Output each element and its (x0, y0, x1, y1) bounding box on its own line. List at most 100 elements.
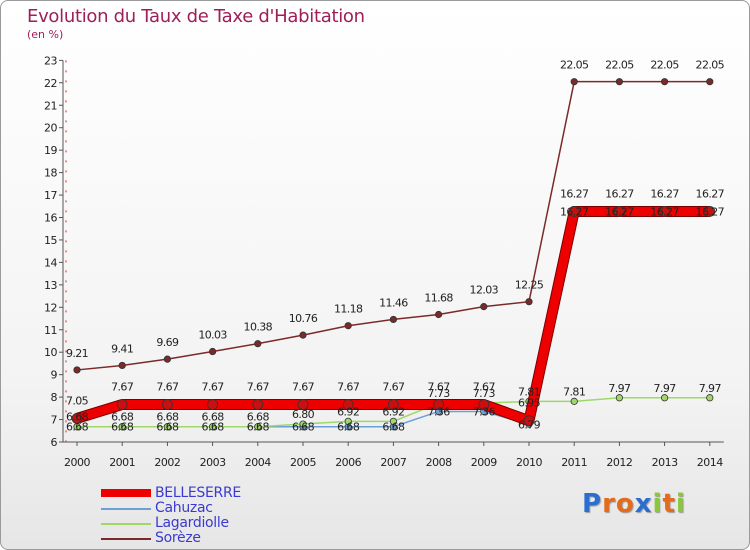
data-label-lagardiolle: 7.73 (473, 387, 496, 400)
x-tick-label: 2014 (697, 456, 723, 469)
point-belleserre (252, 399, 264, 410)
x-tick-label: 2003 (200, 456, 226, 469)
data-label-soreze: 12.25 (515, 279, 544, 292)
data-label-cahuzac: 7.36 (428, 405, 451, 418)
data-label-soreze: 22.05 (605, 59, 634, 72)
logo-letter: x (634, 489, 653, 519)
y-tick-label: 6 (51, 436, 58, 449)
point-soreze (254, 340, 262, 348)
x-tick-label: 2012 (606, 456, 632, 469)
data-label-belleserre: 7.67 (202, 381, 225, 394)
point-lagardiolle (344, 417, 352, 425)
y-axis-unit: (en %) (27, 28, 64, 41)
chart-series (71, 78, 716, 431)
point-belleserre (297, 399, 309, 410)
point-belleserre (478, 399, 490, 410)
x-tick-label: 2011 (561, 456, 587, 469)
data-label-soreze: 9.69 (156, 336, 179, 349)
point-lagardiolle (254, 423, 262, 431)
data-label-cahuzac: 6.68 (292, 421, 315, 434)
data-label-belleserre: 16.27 (696, 187, 725, 200)
x-tick-label: 2005 (290, 456, 316, 469)
point-belleserre (568, 206, 580, 217)
y-tick-label: 12 (44, 301, 57, 314)
data-label-cahuzac: 16.27 (605, 205, 634, 218)
y-tick-label: 22 (44, 77, 57, 90)
x-tick-label: 2010 (516, 456, 542, 469)
data-label-belleserre: 16.27 (605, 187, 634, 200)
point-belleserre (659, 206, 670, 217)
point-soreze (434, 310, 443, 319)
point-belleserre (116, 399, 128, 410)
point-belleserre (523, 415, 535, 427)
y-tick-label: 20 (44, 122, 57, 135)
chart-title: Evolution du Taux de Taxe d'Habitation (27, 6, 365, 27)
data-label-belleserre: 7.67 (382, 381, 405, 394)
data-label-soreze: 11.18 (334, 303, 363, 316)
data-label-lagardiolle: 6.92 (337, 405, 359, 418)
x-tick-label: 2007 (380, 456, 406, 469)
point-lagardiolle (660, 394, 669, 402)
data-label-cahuzac: 16.27 (696, 205, 725, 218)
data-label-lagardiolle: 7.73 (428, 387, 451, 400)
legend-swatch-lagardiolle (101, 523, 151, 525)
point-belleserre (614, 206, 625, 217)
y-tick-label: 11 (44, 324, 57, 337)
point-soreze (344, 322, 352, 330)
point-soreze (209, 347, 217, 356)
y-tick-label: 15 (44, 234, 57, 247)
point-lagardiolle (163, 423, 171, 431)
logo-letter: o (615, 489, 635, 519)
data-label-soreze: 22.05 (650, 59, 679, 72)
x-tick-label: 2004 (245, 456, 271, 469)
legend-label-cahuzac: Cahuzac (155, 500, 213, 516)
data-label-belleserre: 7.67 (337, 381, 360, 394)
data-label-soreze: 10.03 (198, 329, 227, 342)
data-label-cahuzac: 6.68 (156, 421, 179, 434)
x-tick-label: 2009 (471, 456, 497, 469)
chart-axes: 6 7 8 9 10 11 12 13 14 15 16 17 18 19 20 21 22 23 2000 2001… (44, 54, 724, 469)
data-label-belleserre: 16.27 (650, 187, 679, 200)
point-soreze (389, 315, 397, 324)
y-tick-label: 7 (51, 414, 58, 427)
point-belleserre (71, 413, 83, 424)
logo-letter: P (582, 489, 603, 519)
legend-label-belleserre: BELLESERRE (155, 485, 241, 501)
data-label-cahuzac: 6.68 (382, 421, 405, 434)
point-lagardiolle (209, 423, 217, 431)
data-label-lagardiolle: 7.97 (654, 382, 677, 395)
data-label-lagardiolle: 6.80 (292, 408, 315, 421)
data-label-soreze: 11.68 (424, 291, 453, 304)
x-tick-label: 2000 (64, 456, 90, 469)
point-soreze (163, 355, 171, 363)
data-label-cahuzac: 16.27 (560, 205, 589, 218)
data-label-lagardiolle: 6.68 (66, 411, 89, 424)
legend-label-soreze: Sorèze (155, 530, 201, 546)
data-label-soreze: 11.46 (379, 296, 408, 309)
x-tick-label: 2001 (109, 456, 135, 469)
data-label-cahuzac: 7.36 (473, 405, 496, 418)
data-label-cahuzac: 6.68 (66, 421, 89, 434)
y-tick-label: 8 (51, 391, 58, 404)
point-soreze (299, 331, 307, 339)
point-soreze (660, 78, 669, 86)
logo-letter: t (662, 489, 676, 519)
logo-letter: i (652, 489, 663, 519)
point-soreze (118, 361, 126, 370)
point-lagardiolle (706, 394, 714, 402)
proxiti-logo: Proxiti (582, 489, 686, 519)
data-label-belleserre: 7.67 (156, 381, 179, 394)
data-label-belleserre: 7.67 (247, 381, 270, 394)
legend-swatch-soreze (101, 538, 151, 540)
data-label-cahuzac: 6.68 (202, 421, 225, 434)
data-label-cahuzac: 6.68 (111, 421, 134, 434)
data-label-lagardiolle: 7.97 (699, 382, 722, 395)
data-label-soreze: 22.05 (696, 59, 725, 72)
point-belleserre (161, 399, 173, 410)
y-tick-label: 10 (44, 346, 57, 359)
data-label-lagardiolle: 6.68 (247, 411, 270, 424)
y-tick-label: 21 (44, 99, 57, 112)
x-tick-label: 2013 (652, 456, 678, 469)
